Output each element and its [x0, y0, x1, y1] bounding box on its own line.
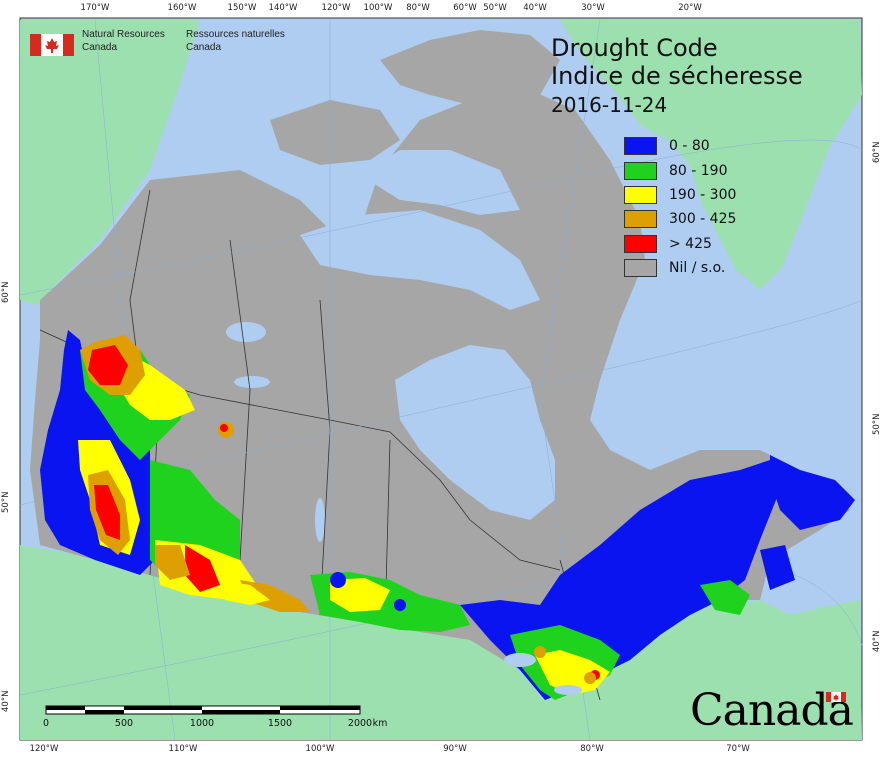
- drought-zone-yellow: [330, 578, 390, 612]
- drought-zone-blue: [394, 599, 406, 611]
- scale-bar-graphic: [45, 705, 361, 715]
- legend-label: 190 - 300: [669, 186, 737, 203]
- great-bear-lake: [226, 322, 266, 342]
- scale-label: 1500: [267, 718, 293, 729]
- legend-label: 300 - 425: [669, 211, 737, 228]
- legend-item: 190 - 300: [624, 183, 736, 207]
- drought-zone-red: [88, 345, 128, 385]
- canada-flag-icon: [30, 34, 74, 56]
- arctic-island-victoria: [270, 100, 400, 165]
- agency-name-french: Ressources naturelles Canada: [186, 28, 285, 56]
- arctic-island-baffin: [520, 140, 640, 330]
- scale-bar: 0 500 1000 1500 2000 km: [43, 704, 387, 729]
- agency-french-line1: Ressources naturelles: [186, 29, 285, 40]
- scale-label: 1000: [189, 718, 215, 729]
- great-slave-lake: [234, 376, 270, 388]
- drought-zone-orange: [534, 646, 546, 658]
- great-lake: [504, 653, 536, 667]
- graticule-label-top: 50°W: [483, 3, 507, 13]
- agency-name-english: Natural Resources Canada: [82, 28, 186, 56]
- graticule-label-bottom: 90°W: [443, 744, 467, 754]
- graticule-label-bottom: 100°W: [305, 744, 335, 754]
- arctic-channel: [300, 210, 540, 310]
- drought-zone-blue: [760, 545, 795, 590]
- agency-english-line1: Natural Resources: [82, 29, 165, 40]
- scale-label: 500: [114, 718, 134, 729]
- greenland-land: [560, 20, 862, 290]
- legend-item: 0 - 80: [624, 134, 736, 158]
- graticule-label-top: 20°W: [678, 3, 702, 13]
- arctic-channel: [360, 150, 520, 215]
- drought-zone-red: [220, 424, 228, 432]
- great-lake: [554, 685, 582, 695]
- legend-swatch: [624, 210, 657, 229]
- legend-swatch: [624, 185, 657, 204]
- drought-zone-blue: [770, 455, 855, 530]
- graticule-label-bottom: 120°W: [29, 744, 59, 754]
- map-title-block: Drought Code Indice de sécheresse 2016-1…: [551, 34, 803, 120]
- drought-west: [40, 330, 310, 612]
- legend-label: Nil / s.o.: [669, 260, 726, 277]
- graticule-label-top: 80°W: [406, 3, 430, 13]
- graticule-label-top: 60°W: [453, 3, 477, 13]
- wordmark-flag-icon: [826, 692, 846, 702]
- agency-french-line2: Canada: [186, 42, 222, 53]
- legend-label: 0 - 80: [669, 138, 710, 155]
- scale-label: 2000: [347, 718, 373, 729]
- graticule-label-top: 30°W: [581, 3, 605, 13]
- alaska-land: [20, 20, 200, 305]
- graticule-label-top: 100°W: [363, 3, 393, 13]
- agency-english-line2: Canada: [82, 42, 118, 53]
- graticule-label-top: 120°W: [321, 3, 351, 13]
- legend-swatch: [624, 161, 657, 180]
- drought-zone-red: [185, 545, 220, 592]
- drought-zone-blue: [330, 572, 346, 588]
- legend-label: > 425: [669, 235, 712, 252]
- legend: 0 - 80 80 - 190 190 - 300 300 - 425 > 42…: [624, 134, 736, 280]
- graticule-label-right: 50°N: [872, 413, 880, 435]
- drought-prairies: [310, 572, 470, 632]
- graticule-label-left: 60°N: [1, 281, 11, 303]
- legend-swatch: [624, 259, 657, 278]
- graticule-label-top: 160°W: [167, 3, 197, 13]
- graticule-label-left: 50°N: [1, 491, 11, 513]
- arctic-island-ellesmere: [380, 30, 560, 110]
- graticule-label-bottom: 110°W: [168, 744, 198, 754]
- drought-zone-orange: [584, 672, 596, 684]
- drought-zone-red: [94, 485, 120, 540]
- map-date: 2016-11-24: [551, 93, 668, 117]
- legend-label: 80 - 190: [669, 162, 728, 179]
- graticule-label-right: 40°N: [872, 630, 880, 652]
- drought-zone-orange: [155, 545, 190, 580]
- graticule-label-right: 60°N: [872, 141, 880, 163]
- legend-item: 300 - 425: [624, 207, 736, 231]
- drought-zone-yellow: [220, 580, 270, 605]
- scale-unit: km: [372, 718, 388, 729]
- agency-signature: Natural Resources Canada Ressources natu…: [30, 28, 285, 56]
- legend-item: > 425: [624, 232, 736, 256]
- legend-swatch: [624, 234, 657, 253]
- graticule-label-top: 140°W: [268, 3, 298, 13]
- legend-item: Nil / s.o.: [624, 256, 736, 280]
- graticule-label-bottom: 80°W: [580, 744, 604, 754]
- graticule-label-top: 150°W: [227, 3, 257, 13]
- legend-swatch: [624, 137, 657, 156]
- graticule-label-left: 40°N: [1, 690, 11, 712]
- map-title-french: Indice de sécheresse: [551, 62, 803, 90]
- map-title-english: Drought Code: [551, 34, 718, 62]
- scale-label: 0: [42, 718, 50, 729]
- hudson-bay: [395, 345, 555, 520]
- lake-winnipeg: [315, 498, 325, 542]
- drought-zone-orange: [240, 580, 310, 612]
- graticule-label-top: 170°W: [80, 3, 110, 13]
- graticule-label-top: 40°W: [523, 3, 547, 13]
- usa-land: [20, 545, 862, 740]
- drought-east: [460, 455, 855, 700]
- graticule-label-bottom: 70°W: [726, 744, 750, 754]
- legend-item: 80 - 190: [624, 158, 736, 182]
- drought-zone-green: [700, 580, 750, 615]
